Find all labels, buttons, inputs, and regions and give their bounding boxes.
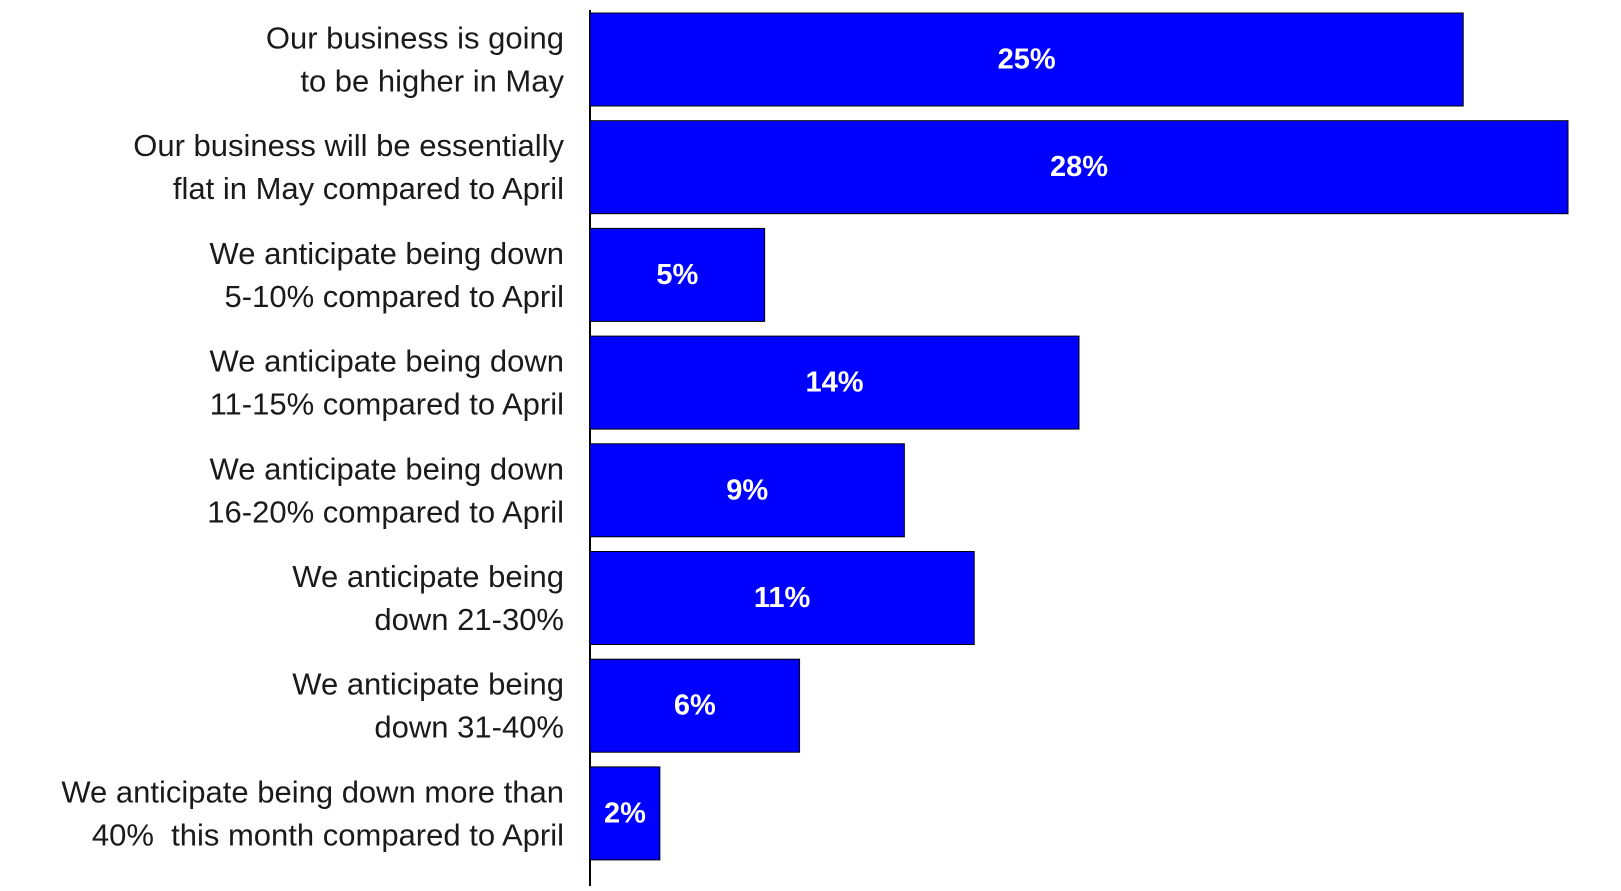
category-label-3-line-2: 5-10% compared to April (225, 279, 564, 314)
category-label-6-line-1: We anticipate being (292, 559, 564, 594)
bar-8 (589, 766, 661, 861)
data-label-6: 11% (754, 582, 811, 614)
data-label-8: 2% (604, 797, 646, 829)
category-label-7-line-2: down 31-40% (374, 710, 564, 745)
category-labels-group: Our business is going to be higher in May… (61, 21, 564, 853)
category-label-4-line-2: 11-15% compared to April (210, 387, 564, 422)
category-label-1-line-2: to be higher in May (300, 64, 564, 99)
category-label-6-line-2: down 21-30% (374, 602, 564, 637)
data-label-5: 9% (726, 474, 768, 506)
bar-2 (589, 120, 1569, 215)
category-label-5-line-1: We anticipate being down (210, 451, 564, 486)
bar-4 (589, 335, 1080, 430)
category-label-8-line-2: 40% this month compared to April (92, 817, 564, 852)
data-label-7: 6% (674, 690, 716, 722)
category-label-5-line-2: 16-20% compared to April (207, 494, 564, 529)
category-label-2-line-2: flat in May compared to April (173, 171, 564, 206)
category-label-7-line-1: We anticipate being (292, 667, 564, 702)
bars-group: 25% 28% 5% 14% 9% 11% 6% 2% (589, 12, 1569, 861)
category-label-2-line-1: Our business will be essentially (133, 128, 564, 163)
bar-5 (589, 443, 905, 538)
category-label-3-line-1: We anticipate being down (210, 236, 564, 271)
category-label-8-line-1: We anticipate being down more than (61, 774, 564, 809)
data-label-1: 25% (998, 44, 1056, 76)
bar-1 (589, 12, 1464, 107)
bar-3 (589, 227, 766, 322)
data-label-2: 28% (1050, 151, 1108, 183)
category-label-4-line-1: We anticipate being down (210, 344, 564, 379)
bar-7 (589, 658, 801, 753)
category-label-1-line-1: Our business is going (266, 21, 564, 56)
bar-6 (589, 551, 975, 645)
data-label-4: 14% (805, 367, 863, 399)
data-label-3: 5% (656, 259, 698, 291)
